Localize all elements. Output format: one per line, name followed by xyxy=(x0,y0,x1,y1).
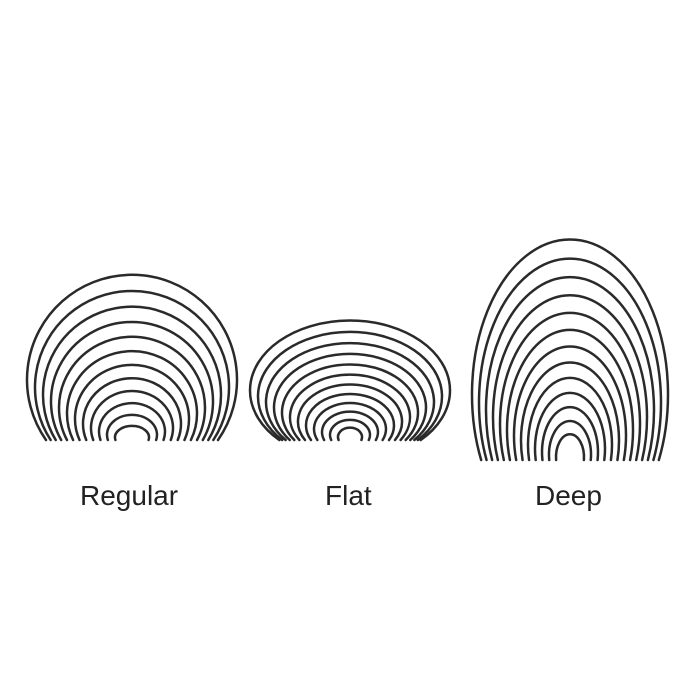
diagram-container: Regular Flat Deep xyxy=(0,0,700,700)
label-regular: Regular xyxy=(80,480,178,512)
label-flat: Flat xyxy=(325,480,372,512)
label-deep: Deep xyxy=(535,480,602,512)
